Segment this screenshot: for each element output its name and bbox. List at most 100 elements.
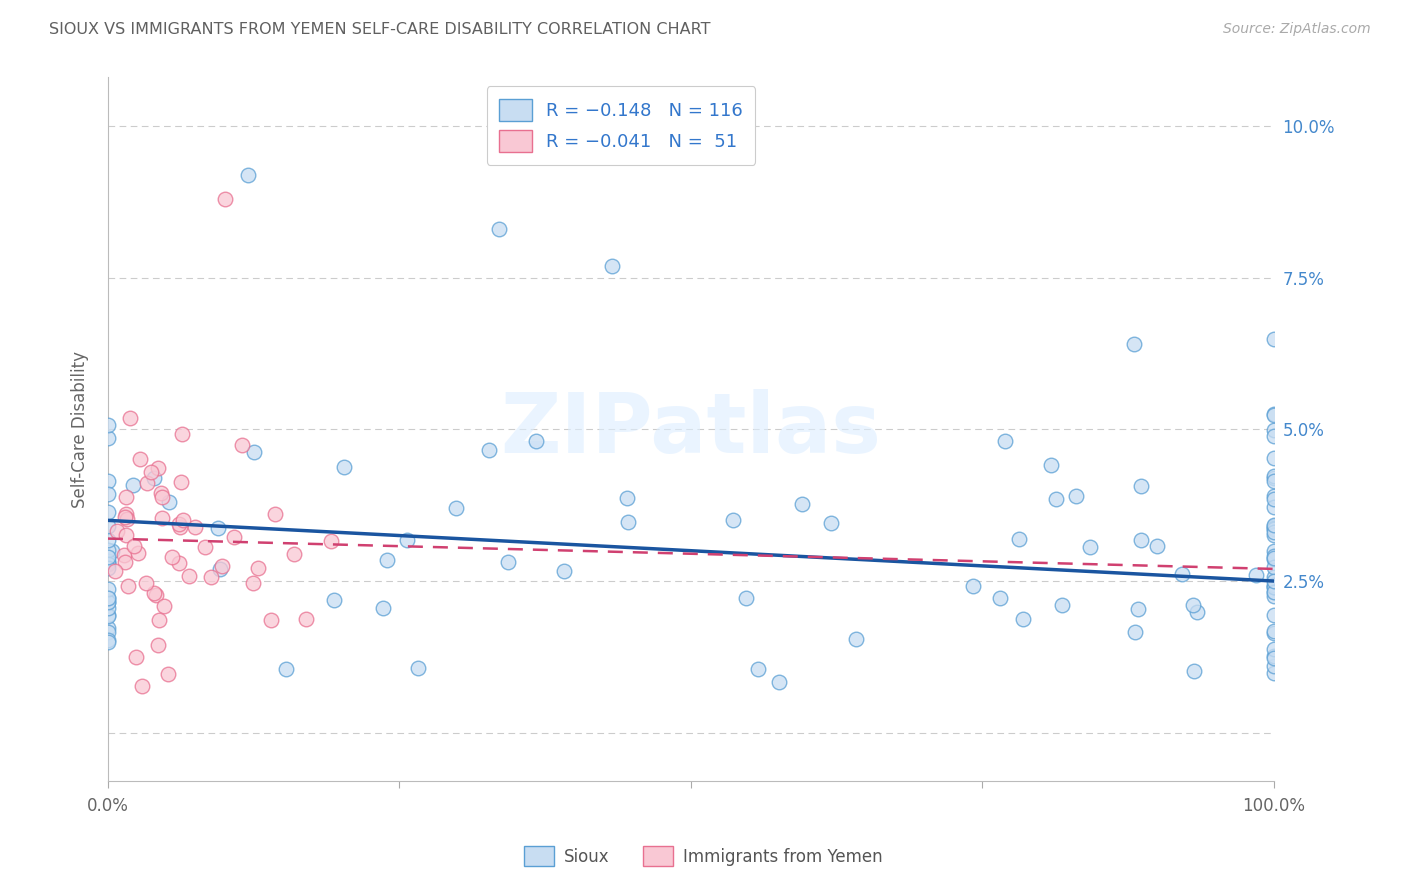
Point (136, 475, 159, 490)
Point (1182, 598, 1205, 612)
Text: SIOUX VS IMMIGRANTS FROM YEMEN SELF-CARE DISABILITY CORRELATION CHART: SIOUX VS IMMIGRANTS FROM YEMEN SELF-CARE… (49, 22, 710, 37)
Point (169, 520, 191, 534)
Point (1263, 578, 1285, 592)
Point (97, 591, 120, 606)
Point (143, 471, 166, 485)
Point (150, 490, 173, 504)
Point (1263, 641, 1285, 656)
Y-axis label: Self-Care Disability: Self-Care Disability (72, 351, 89, 508)
Point (118, 410, 141, 425)
Point (1263, 649, 1285, 664)
Point (323, 593, 346, 607)
Point (1263, 552, 1285, 566)
Point (122, 539, 145, 553)
Point (152, 599, 174, 613)
Point (1263, 550, 1285, 565)
Point (1146, 539, 1168, 553)
Point (222, 530, 245, 544)
Point (131, 679, 153, 693)
Point (260, 613, 283, 627)
Point (97, 431, 120, 445)
Point (1263, 607, 1285, 622)
Point (127, 546, 149, 560)
Point (167, 517, 190, 532)
Point (1263, 429, 1285, 443)
Legend: Sioux, Immigrants from Yemen: Sioux, Immigrants from Yemen (517, 839, 889, 873)
Point (962, 579, 984, 593)
Point (1263, 659, 1285, 673)
Point (208, 562, 231, 576)
Point (97, 558, 120, 572)
Point (184, 520, 207, 534)
Point (333, 460, 356, 475)
Point (97, 561, 120, 575)
Point (97, 418, 120, 433)
Point (150, 486, 173, 500)
Point (1263, 626, 1285, 640)
Point (283, 547, 305, 561)
Point (1039, 458, 1062, 473)
Point (845, 632, 868, 646)
Point (617, 515, 640, 529)
Point (97, 582, 120, 597)
Point (97, 518, 120, 533)
Point (115, 527, 138, 541)
Point (1126, 602, 1149, 616)
Point (114, 548, 136, 562)
Point (1263, 492, 1285, 507)
Point (1263, 522, 1285, 536)
Point (172, 513, 194, 527)
Point (1263, 549, 1285, 563)
Point (148, 638, 170, 652)
Point (97, 487, 120, 501)
Point (1263, 580, 1285, 594)
Point (170, 475, 193, 490)
Point (115, 512, 138, 526)
Point (139, 465, 162, 479)
Point (994, 434, 1017, 449)
Point (1263, 524, 1285, 539)
Point (242, 445, 264, 459)
Point (1263, 665, 1285, 680)
Point (242, 575, 264, 590)
Point (1263, 624, 1285, 638)
Point (117, 578, 139, 592)
Point (1263, 570, 1285, 584)
Point (1050, 598, 1073, 612)
Text: Source: ZipAtlas.com: Source: ZipAtlas.com (1223, 22, 1371, 37)
Point (246, 560, 269, 574)
Point (1263, 574, 1285, 588)
Point (600, 259, 623, 273)
Point (1263, 521, 1285, 535)
Point (395, 533, 418, 547)
Point (1129, 533, 1152, 548)
Point (1263, 584, 1285, 599)
Point (148, 613, 170, 627)
Point (157, 495, 180, 509)
Point (97, 595, 120, 609)
Point (1263, 527, 1285, 541)
Point (128, 451, 150, 466)
Point (1263, 489, 1285, 503)
Point (820, 516, 842, 530)
Point (105, 524, 128, 538)
Text: ZIPatlas: ZIPatlas (501, 389, 882, 470)
Point (97, 543, 120, 558)
Point (1244, 568, 1267, 582)
Point (1182, 665, 1205, 679)
Point (156, 666, 179, 681)
Point (1263, 469, 1285, 483)
Point (1263, 500, 1285, 514)
Point (114, 509, 136, 524)
Point (97, 533, 120, 547)
Point (148, 461, 170, 475)
Point (97, 633, 120, 648)
Point (97, 625, 120, 640)
Point (1263, 332, 1285, 346)
Point (97, 608, 120, 623)
Point (1080, 540, 1102, 554)
Point (97, 595, 120, 609)
Point (100, 544, 122, 558)
Point (1045, 492, 1067, 507)
Point (1263, 650, 1285, 665)
